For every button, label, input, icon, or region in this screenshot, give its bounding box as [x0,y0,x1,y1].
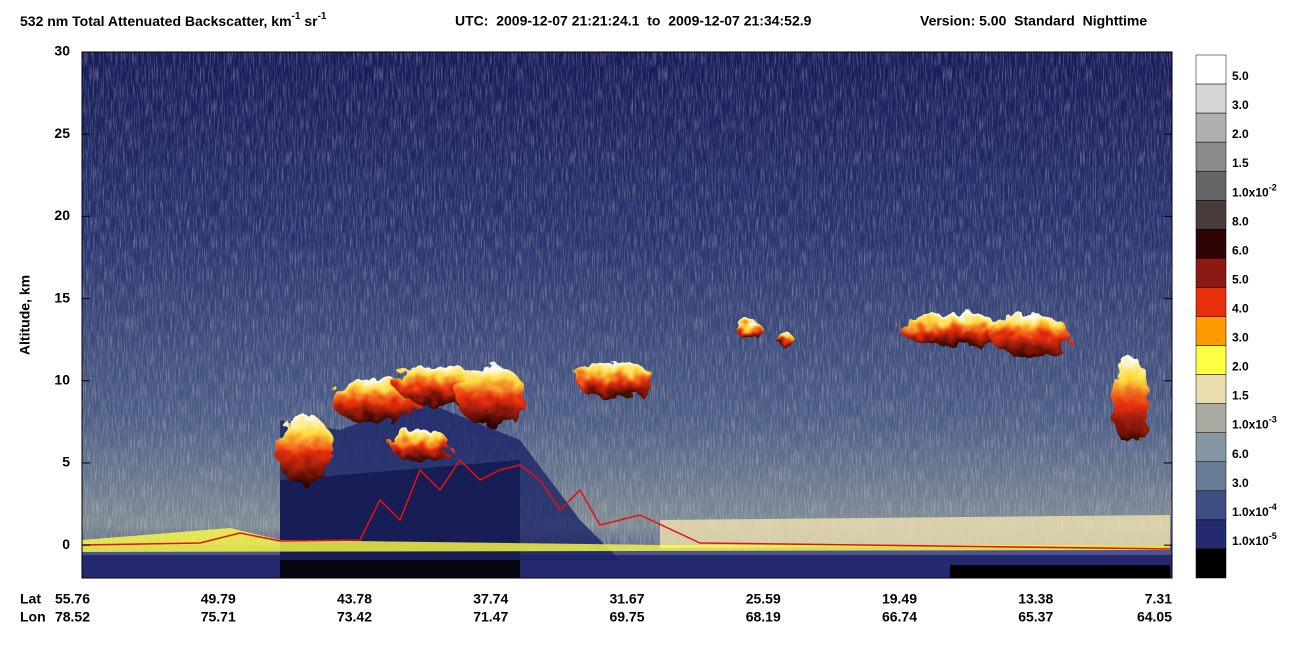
colorbar-label-text: 1.5 [1232,156,1249,170]
colorbar-label-text: 1.0x10 [1232,534,1269,548]
colorbar-swatch [1195,548,1227,579]
colorbar-swatch [1195,141,1227,172]
colorbar-label: 3.0 [1232,98,1249,112]
colorbar-label-text: 1.0x10 [1232,185,1269,199]
colorbar-swatch [1195,374,1227,404]
colorbar-label-text: 6.0 [1232,244,1249,258]
x-tick-label: 71.47 [473,609,508,625]
colorbar-label: 5.0 [1232,69,1249,83]
x-tick-label: 13.38 [1018,591,1053,607]
y-tick-label: 10 [54,371,70,387]
colorbar-swatch [1195,258,1227,288]
utc-range: UTC: 2009-12-07 21:21:24.1 to 2009-12-07… [455,13,812,29]
colorbar-label: 3.0 [1232,331,1249,345]
colorbar-label: 4.0 [1232,302,1249,316]
chart-title: 532 nm Total Attenuated Backscatter, km-… [20,11,327,29]
colorbar-label: 1.0x10-4 [1232,502,1277,519]
colorbar-label-text: 8.0 [1232,215,1249,229]
y-tick-label: 15 [54,289,70,305]
colorbar-swatch [1195,461,1227,492]
colorbar-swatch [1195,200,1227,230]
colorbar-swatch [1195,403,1227,433]
y-tick-label: 30 [54,43,70,59]
curtain [82,52,1172,578]
y-tick-label: 0 [62,536,70,552]
colorbar-swatch [1195,519,1227,550]
x-row-name: Lat [20,591,41,607]
plot-frame [81,51,1173,579]
colorbar-label-text: 3.0 [1232,98,1249,112]
colorbar-swatch [1195,83,1227,114]
colorbar: 5.03.02.01.51.0x10-28.06.05.04.03.02.01.… [1195,54,1277,579]
colorbar-label-text: 6.0 [1232,447,1249,461]
colorbar-label-text: 5.0 [1232,273,1249,287]
x-tick-label: 69.75 [609,609,644,625]
colorbar-label: 1.5 [1232,389,1249,403]
colorbar-label-exp: -5 [1269,531,1277,541]
colorbar-label: 5.0 [1232,273,1249,287]
x-row-name: Lon [20,609,46,625]
colorbar-swatch [1195,316,1227,346]
x-tick-label: 25.59 [746,591,781,607]
version: Version: 5.00 Standard Nighttime [920,13,1147,29]
colorbar-swatch [1195,490,1227,521]
y-axis-label: Altitude, km [17,275,33,355]
x-tick-label: 37.74 [473,591,508,607]
colorbar-label-exp: -4 [1269,502,1277,512]
x-tick-label: 55.76 [55,591,90,607]
colorbar-label-text: 3.0 [1232,476,1249,490]
x-tick-label: 66.74 [882,609,917,625]
colorbar-label-text: 1.0x10 [1232,418,1269,432]
colorbar-label-exp: -3 [1269,415,1277,425]
colorbar-label-text: 1.0x10 [1232,505,1269,519]
x-tick-label: 73.42 [337,609,372,625]
colorbar-swatch [1195,229,1227,259]
colorbar-swatch [1195,54,1227,85]
colorbar-label: 3.0 [1232,476,1249,490]
colorbar-label: 2.0 [1232,360,1249,374]
x-tick-label: 78.52 [55,609,90,625]
colorbar-swatch [1195,287,1227,317]
x-tick-label: 7.31 [1145,591,1172,607]
colorbar-label: 8.0 [1232,215,1249,229]
colorbar-label-text: 3.0 [1232,331,1249,345]
x-tick-label: 68.19 [746,609,781,625]
colorbar-label: 1.0x10-2 [1232,183,1277,200]
x-tick-label: 43.78 [337,591,372,607]
colorbar-label-text: 1.5 [1232,389,1249,403]
colorbar-label: 6.0 [1232,447,1249,461]
colorbar-label: 2.0 [1232,127,1249,141]
colorbar-label: 1.0x10-5 [1232,531,1277,548]
colorbar-label-text: 5.0 [1232,69,1249,83]
colorbar-label: 6.0 [1232,244,1249,258]
colorbar-label: 1.5 [1232,156,1249,170]
y-tick-label: 5 [62,454,70,470]
colorbar-label-exp: -2 [1269,183,1277,193]
y-tick-label: 25 [54,125,70,141]
x-tick-label: 65.37 [1018,609,1053,625]
colorbar-label: 1.0x10-3 [1232,415,1277,432]
x-tick-label: 19.49 [882,591,917,607]
x-tick-label: 31.67 [609,591,644,607]
colorbar-swatch [1195,170,1227,201]
colorbar-swatch [1195,345,1227,375]
x-tick-label: 64.05 [1137,609,1172,625]
x-tick-label: 49.79 [201,591,236,607]
colorbar-swatch [1195,112,1227,143]
x-tick-label: 75.71 [201,609,236,625]
colorbar-label-text: 4.0 [1232,302,1249,316]
colorbar-label-text: 2.0 [1232,360,1249,374]
colorbar-label-text: 2.0 [1232,127,1249,141]
colorbar-swatch [1195,432,1227,463]
y-tick-label: 20 [54,207,70,223]
